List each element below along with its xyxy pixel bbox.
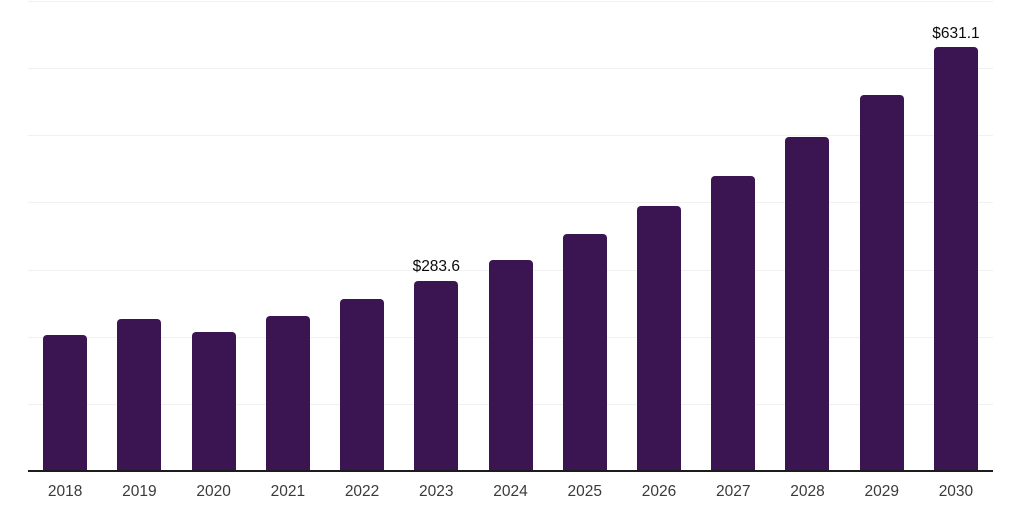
x-tick-label-2025: 2025 [567, 483, 602, 500]
bar-2026 [636, 205, 681, 471]
x-tick-label-2020: 2020 [196, 483, 231, 500]
bar-column-2025 [548, 1, 622, 471]
bar-2025 [562, 234, 607, 471]
data-label-2023: $283.6 [412, 258, 460, 276]
bar-column-2027 [696, 1, 770, 471]
x-tick-label-2028: 2028 [790, 483, 825, 500]
bar-2027 [711, 175, 756, 471]
bar-column-2020 [176, 1, 250, 471]
bar-2018 [43, 335, 88, 471]
bar-2019 [117, 319, 162, 471]
bar-2028 [785, 137, 830, 471]
bars-container: $283.6 $631.1 [28, 1, 993, 471]
bar-column-2023: $283.6 [399, 1, 473, 471]
x-tick-label-2026: 2026 [641, 483, 677, 500]
gridline [28, 135, 993, 137]
bar-2021 [265, 315, 310, 471]
bar-column-2024 [473, 1, 547, 471]
x-axis-tick-labels: 2018 2019 2020 2021 2022 2023 2024 2025 2026 2027… [28, 482, 993, 502]
bar-column-2030: $631.1 [919, 1, 993, 471]
x-tick-label-2030: 2030 [938, 483, 974, 500]
gridline [28, 1, 993, 2]
gridline [28, 202, 993, 204]
bar-2024 [488, 259, 533, 471]
bar-2029 [859, 95, 904, 471]
bar-column-2026 [622, 1, 696, 471]
bar-2023 [414, 280, 459, 471]
x-tick-label-2027: 2027 [715, 483, 751, 500]
bar-column-2021 [251, 1, 325, 471]
data-label-2030: $631.1 [932, 24, 980, 42]
bar-2030 [933, 47, 978, 471]
x-tick-label-2023: 2023 [419, 483, 454, 500]
x-tick-label-2018: 2018 [47, 483, 83, 500]
bar-column-2018 [28, 1, 102, 471]
bar-2020 [191, 332, 236, 471]
bar-column-2022 [325, 1, 399, 471]
x-tick-label-2022: 2022 [344, 483, 380, 500]
plot-area: $283.6 $631.1 [28, 1, 993, 471]
bar-column-2028 [770, 1, 844, 471]
x-axis-line [28, 470, 993, 472]
bar-column-2029 [845, 1, 919, 471]
bar-column-2019 [102, 1, 176, 471]
x-tick-label-2024: 2024 [493, 483, 528, 500]
gridline [28, 68, 993, 70]
x-tick-label-2021: 2021 [270, 483, 306, 500]
bar-2022 [340, 299, 385, 471]
x-tick-label-2029: 2029 [864, 483, 899, 500]
x-tick-label-2019: 2019 [122, 483, 157, 500]
